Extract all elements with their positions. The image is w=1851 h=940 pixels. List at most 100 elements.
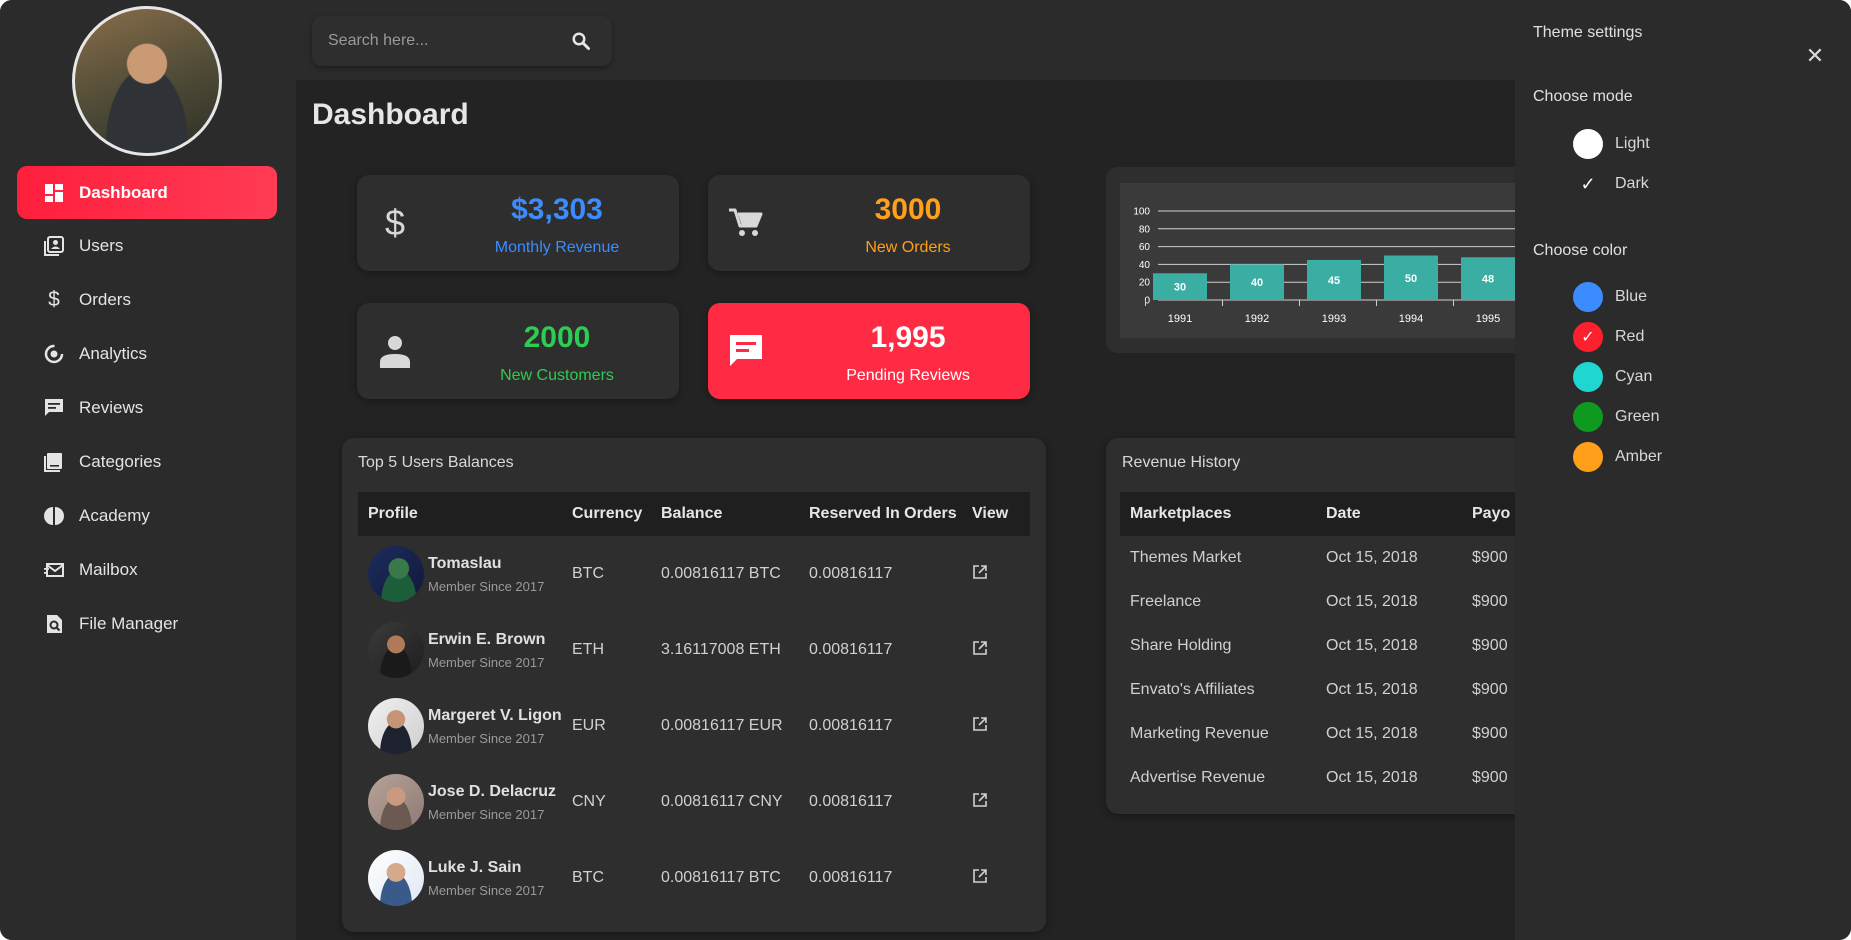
sidebar-item-mailbox[interactable]: Mailbox: [17, 543, 277, 597]
color-swatch[interactable]: [1573, 282, 1603, 312]
user-avatar[interactable]: [368, 774, 424, 830]
panel-title: Theme settings: [1533, 24, 1643, 41]
stat-card-new-customers[interactable]: 2000 New Customers: [357, 303, 679, 399]
option-label: Blue: [1615, 288, 1648, 305]
table-row: Share Holding Oct 15, 2018 $900: [1120, 624, 1526, 668]
sidebar-item-analytics[interactable]: Analytics: [17, 327, 277, 381]
y-tick-label: 100: [1133, 207, 1150, 218]
member-since: Member Since 2017: [428, 882, 545, 898]
y-tick-label: 20: [1139, 278, 1151, 289]
stat-value: 1,995: [870, 321, 946, 354]
section-label: Choose mode: [1533, 88, 1633, 105]
option-label: Red: [1615, 328, 1645, 345]
column-header[interactable]: Reserved In Orders: [809, 505, 957, 522]
sidebar-item-reviews[interactable]: Reviews: [17, 381, 277, 435]
y-tick-label: 60: [1139, 242, 1151, 253]
color-option-amber[interactable]: Amber: [1573, 442, 1662, 472]
sidebar-item-label: File Manager: [79, 614, 179, 633]
color-option-green[interactable]: Green: [1573, 402, 1659, 432]
dollar-icon: $: [48, 288, 60, 311]
stat-card-monthly-revenue[interactable]: $ $3,303 Monthly Revenue: [357, 175, 679, 271]
chart-bar: [1153, 273, 1207, 300]
check-icon: ✓: [1581, 329, 1595, 346]
x-tick-label: 1994: [1399, 313, 1423, 325]
cart-icon: [726, 201, 766, 245]
table-row: Marketing Revenue Oct 15, 2018 $900: [1120, 712, 1526, 756]
sidebar-item-label: Analytics: [79, 344, 148, 363]
categories-icon: [43, 451, 65, 473]
stat-label: New Orders: [865, 239, 951, 256]
table-row: Luke J. Sain Member Since 2017 BTC 0.0081…: [358, 840, 1030, 916]
stat-label: Monthly Revenue: [494, 239, 620, 256]
external-link-icon[interactable]: [972, 792, 988, 812]
external-link-icon[interactable]: [972, 868, 988, 888]
light-mode-swatch[interactable]: [1573, 129, 1603, 159]
check-icon[interactable]: ✓: [1580, 173, 1596, 194]
marketplace-cell: Advertise Revenue: [1130, 769, 1266, 786]
marketplace-cell: Freelance: [1130, 593, 1202, 610]
sidebar-item-academy[interactable]: Academy: [17, 489, 277, 543]
color-swatch[interactable]: [1573, 442, 1603, 472]
column-header[interactable]: View: [972, 505, 1009, 522]
external-link-icon[interactable]: [972, 716, 988, 736]
column-header[interactable]: Marketplaces: [1130, 505, 1232, 522]
analytics-icon: [43, 343, 65, 365]
reviews-icon: [43, 397, 65, 419]
table-row: Themes Market Oct 15, 2018 $900: [1120, 536, 1526, 580]
sidebar-item-label: Users: [79, 236, 124, 255]
data-label: 45: [1328, 275, 1340, 287]
marketplace-cell: Share Holding: [1130, 637, 1232, 654]
user-avatar[interactable]: [368, 622, 424, 678]
section-label: Choose color: [1533, 242, 1628, 259]
x-tick-label: 1993: [1322, 313, 1346, 325]
sidebar-item-categories[interactable]: Categories: [17, 435, 277, 489]
member-since: Member Since 2017: [428, 654, 545, 670]
color-swatch[interactable]: ✓: [1573, 322, 1603, 352]
color-swatch[interactable]: [1573, 362, 1603, 392]
table-row: Erwin E. Brown Member Since 2017 ETH 3.16…: [358, 612, 1030, 688]
color-option-red[interactable]: ✓ Red: [1573, 322, 1644, 352]
column-header[interactable]: Currency: [572, 505, 643, 522]
search-box: [312, 16, 612, 66]
external-link-icon[interactable]: [972, 564, 988, 584]
option-label: Green: [1615, 408, 1660, 425]
message-icon: [726, 329, 766, 373]
data-label: 30: [1174, 282, 1186, 294]
table-row: Jose D. Delacruz Member Since 2017 CNY 0.…: [358, 764, 1030, 840]
reserved-cell: 0.00816117: [809, 717, 893, 734]
file-manager-icon: [43, 613, 65, 635]
chart-bar: [1230, 264, 1284, 300]
color-swatch[interactable]: [1573, 402, 1603, 432]
search-input[interactable]: [312, 32, 552, 50]
sidebar: Dashboard Users $ Orders Analytics: [0, 0, 296, 940]
user-avatar[interactable]: [368, 850, 424, 906]
sidebar-item-file-manager[interactable]: File Manager: [17, 597, 277, 651]
column-header[interactable]: Balance: [661, 505, 723, 522]
search-icon[interactable]: [570, 30, 592, 52]
sidebar-item-users[interactable]: Users: [17, 219, 277, 273]
mode-option-light[interactable]: Light: [1573, 129, 1650, 159]
sidebar-nav: Dashboard Users $ Orders Analytics: [17, 166, 277, 651]
sidebar-item-label: Reviews: [79, 398, 144, 417]
stat-card-pending-reviews[interactable]: 1,995 Pending Reviews: [708, 303, 1030, 399]
stat-card-new-orders[interactable]: 3000 New Orders: [708, 175, 1030, 271]
top-users-card: Top 5 Users Balances Profile Currency Ba…: [342, 438, 1046, 932]
mode-option-dark[interactable]: ✓ Dark: [1573, 169, 1648, 199]
column-header[interactable]: Payo: [1472, 505, 1511, 522]
dollar-icon: $: [384, 202, 406, 243]
user-avatar[interactable]: [368, 546, 424, 602]
option-label: Amber: [1615, 448, 1663, 465]
profile-avatar[interactable]: [72, 6, 222, 156]
sidebar-item-dashboard[interactable]: Dashboard: [17, 166, 277, 219]
close-icon[interactable]: ✕: [1805, 43, 1825, 68]
column-header[interactable]: Date: [1326, 505, 1361, 522]
user-name: Luke J. Sain: [428, 858, 522, 876]
color-option-cyan[interactable]: Cyan: [1573, 362, 1652, 392]
theme-settings-panel: Theme settings ✕ Choose mode Light ✓ Dar…: [1515, 0, 1851, 940]
external-link-icon[interactable]: [972, 640, 988, 660]
sidebar-item-orders[interactable]: $ Orders: [17, 273, 277, 327]
color-option-blue[interactable]: Blue: [1573, 282, 1647, 312]
chart-bar: [1307, 259, 1361, 300]
column-header[interactable]: Profile: [368, 505, 418, 522]
user-avatar[interactable]: [368, 698, 424, 754]
